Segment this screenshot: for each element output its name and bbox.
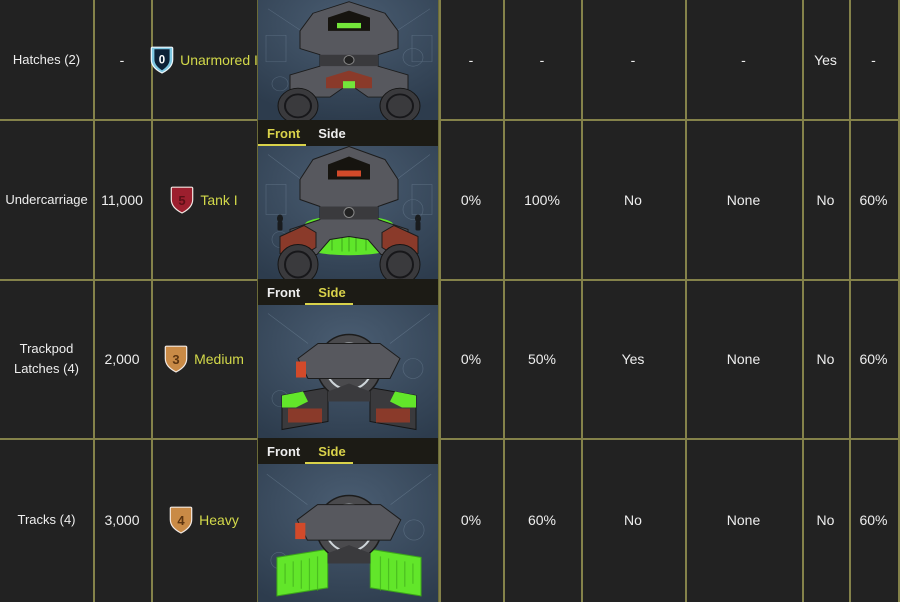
svg-text:5: 5	[179, 193, 186, 208]
svg-text:3: 3	[172, 352, 179, 367]
svg-text:0: 0	[159, 55, 165, 67]
svg-text:4: 4	[178, 513, 186, 528]
